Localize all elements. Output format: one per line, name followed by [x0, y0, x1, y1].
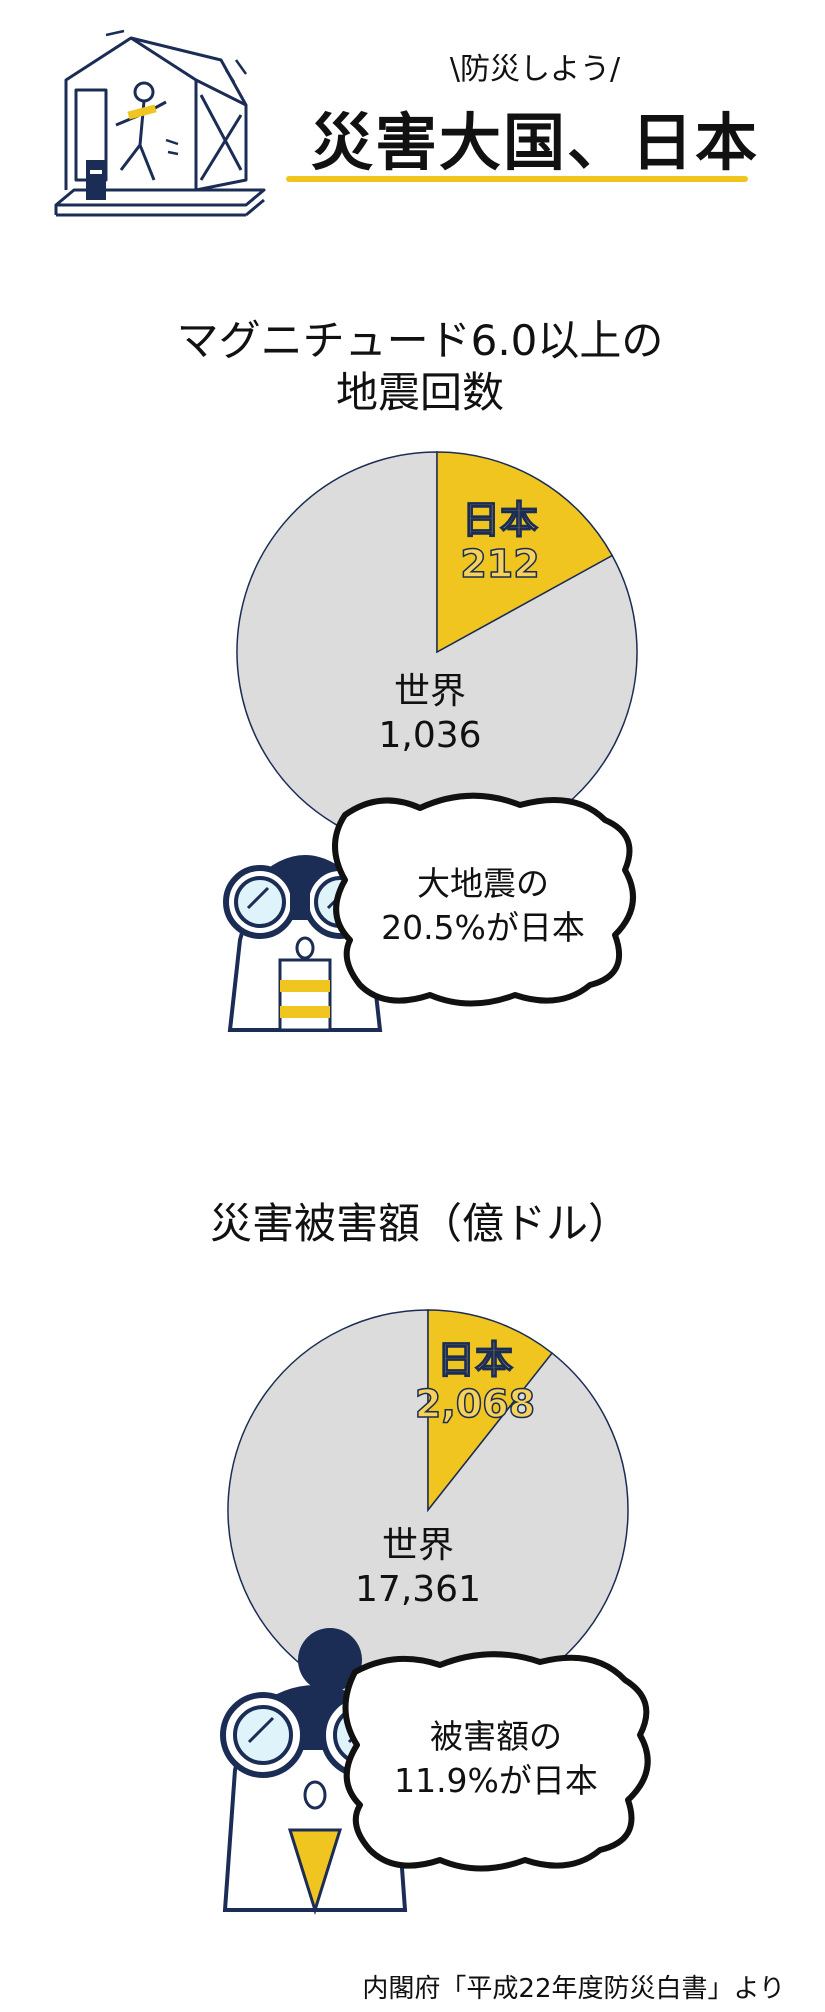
pie2-japan-name: 日本 — [436, 1337, 514, 1383]
pie2-japan-label: 日本 2,068 — [395, 1337, 555, 1427]
header-underline — [286, 176, 748, 182]
header-title: 災害大国、日本 — [310, 106, 759, 179]
chart2-title: 災害被害額（億ドル） — [120, 1198, 720, 1250]
pie1-japan-value: 212 — [460, 541, 541, 587]
bubble2-line-1: 被害額の — [430, 1717, 562, 1756]
source-note: 内閣府「平成22年度防災白書」より — [362, 1974, 785, 2004]
pie1-slice-japan — [436, 451, 614, 654]
bubble1-text: 大地震の 20.5%が日本 — [373, 862, 593, 950]
pie1-world-label: 世界 1,036 — [330, 670, 530, 758]
chart1-title: マグニチュード6.0以上の 地震回数 — [120, 315, 720, 419]
pie2-japan-value: 2,068 — [414, 1381, 536, 1427]
speech-bubble-1 — [332, 792, 636, 1007]
pie1-japan-name: 日本 — [461, 497, 539, 543]
pie2-world-value: 17,361 — [355, 1569, 481, 1610]
pie1-japan-label: 日本 212 — [420, 497, 580, 587]
chart2-title-line-1: 災害被害額（億ドル） — [209, 1199, 630, 1248]
pie1-world-value: 1,036 — [378, 715, 482, 756]
speech-bubble-2 — [342, 1651, 651, 1872]
pie-chart-1 — [236, 451, 638, 853]
pie-chart-2 — [227, 1309, 629, 1711]
pie2-world-label: 世界 17,361 — [318, 1524, 518, 1612]
pie2-world-name: 世界 — [381, 1525, 454, 1566]
pie1-world-name: 世界 — [393, 671, 466, 712]
bubble1-line-1: 大地震の — [417, 864, 549, 903]
bubble1-line-2: 20.5%が日本 — [381, 908, 585, 947]
header-subtitle: \防災しよう/ — [449, 52, 621, 87]
bubble2-text: 被害額の 11.9%が日本 — [386, 1715, 606, 1803]
house-illustration-icon — [54, 29, 266, 217]
chart1-title-line-2: 地震回数 — [335, 368, 504, 417]
pie2-slice-japan — [427, 1309, 554, 1513]
chart1-title-line-1: マグニチュード6.0以上の — [176, 316, 664, 365]
bubble2-line-2: 11.9%が日本 — [394, 1761, 598, 1800]
